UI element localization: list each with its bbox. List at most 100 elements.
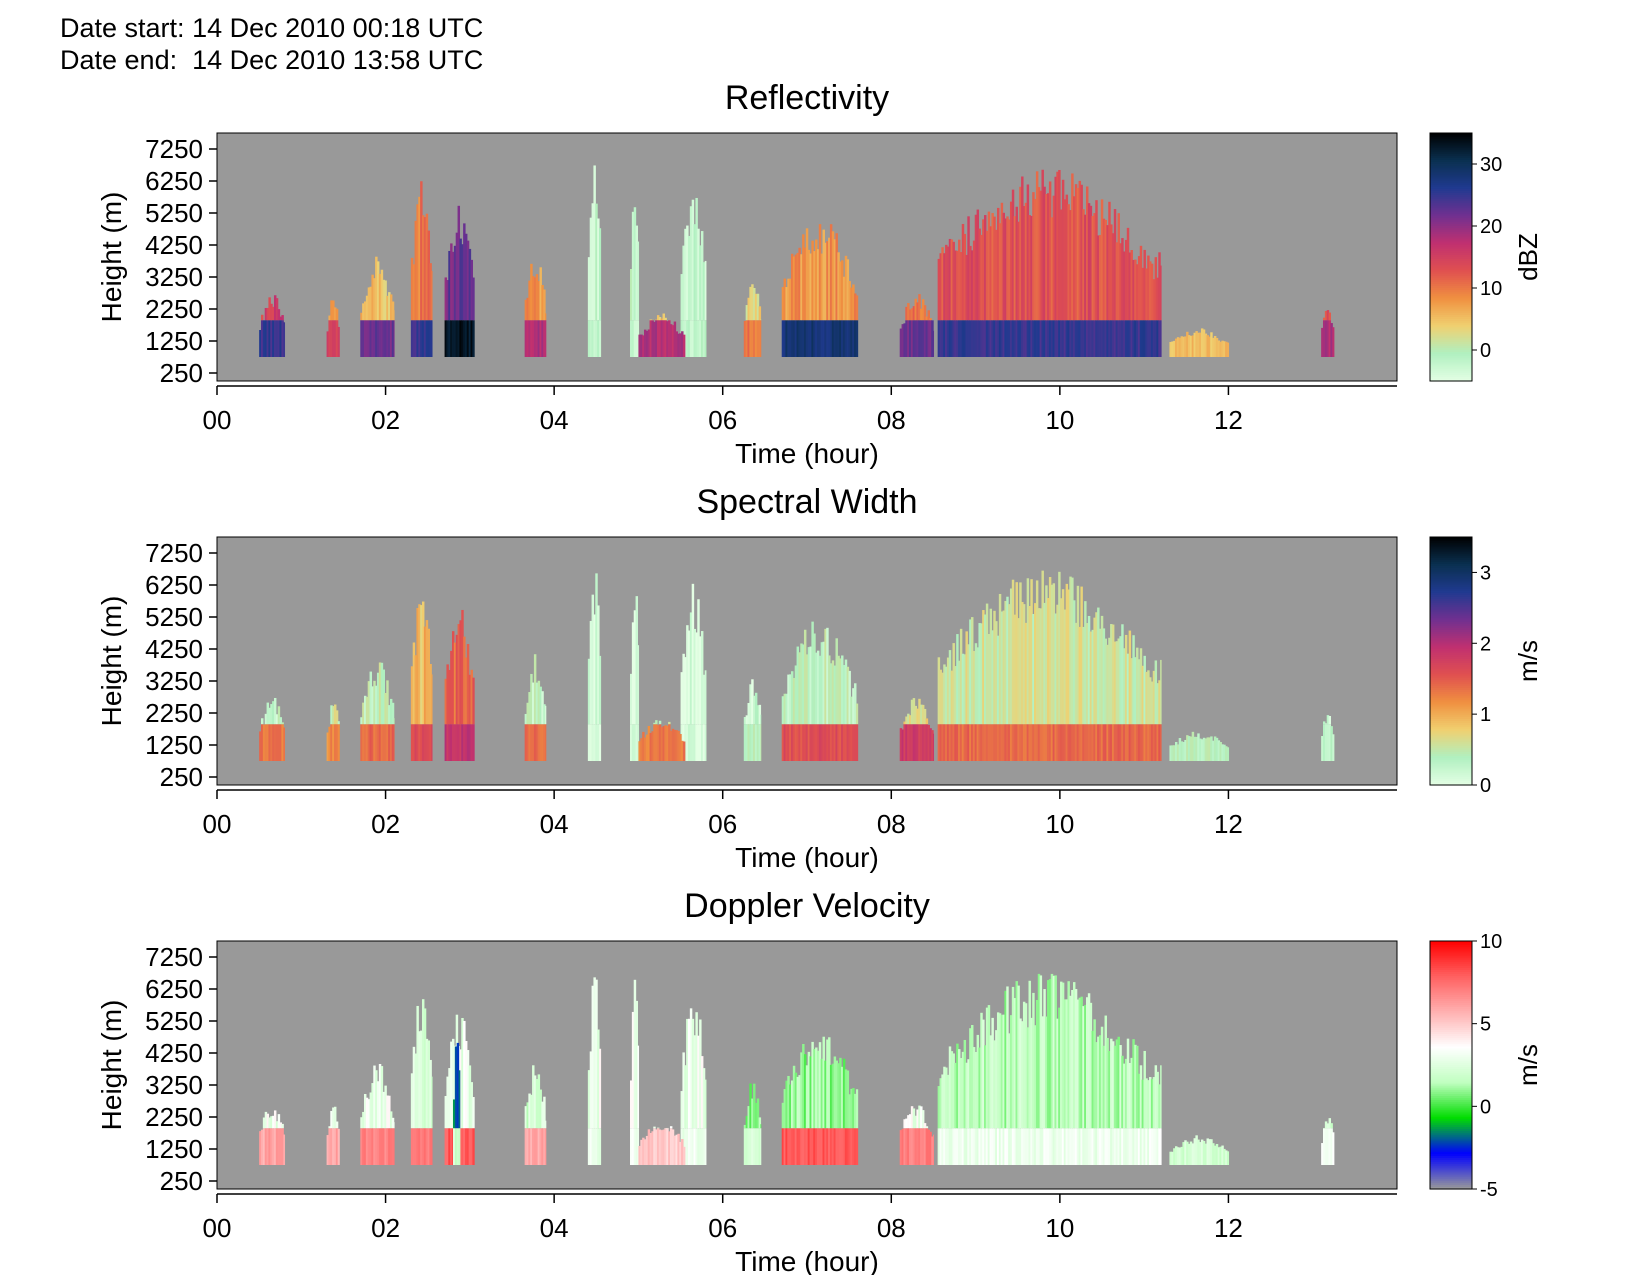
echo-ray [802, 320, 805, 357]
echo-ray [333, 307, 337, 321]
echo-ray [802, 1128, 805, 1165]
echo-ray [453, 1099, 456, 1129]
colorbar-step [1430, 739, 1472, 743]
echo-ray [1191, 1143, 1195, 1165]
echo-ray [929, 318, 932, 321]
echo-ray [974, 320, 978, 357]
echo-ray [1071, 577, 1074, 725]
colorbar-step [1430, 1098, 1472, 1101]
echo-ray [273, 1128, 277, 1165]
echo-ray [837, 1128, 840, 1165]
echo-ray [1187, 335, 1191, 357]
echo-ray [264, 724, 268, 761]
echo-ray [656, 725, 660, 761]
echo-ray [1063, 1128, 1067, 1165]
echo-ray [702, 320, 706, 357]
echo-ray [431, 1076, 433, 1129]
colorbar-step [1430, 252, 1472, 256]
echo-ray [1080, 320, 1083, 357]
echo-ray [687, 724, 691, 761]
echo-ray [699, 1019, 702, 1129]
echo-ray [1048, 577, 1052, 725]
echo-ray [1087, 203, 1091, 321]
echo-ray [386, 724, 389, 761]
echo-ray [1321, 735, 1324, 761]
echo-ray [754, 1102, 758, 1129]
echo-ray [984, 724, 987, 761]
colorbar-step [1430, 178, 1472, 182]
colorbar-step [1430, 135, 1472, 138]
echo-ray [637, 724, 640, 761]
echo-ray [1219, 341, 1222, 357]
echo-ray [262, 320, 266, 357]
echo-ray [1097, 235, 1100, 321]
echo-ray [1080, 1128, 1083, 1165]
echo-ray [920, 308, 923, 321]
echo-ray [260, 724, 264, 761]
echo-ray [996, 635, 1000, 725]
colorbar-step [1430, 1052, 1472, 1056]
echo-ray [1121, 320, 1124, 357]
echo-ray [1128, 320, 1132, 357]
colorbar-step [1430, 226, 1472, 229]
echo-ray [1208, 737, 1211, 761]
echo-ray [1076, 724, 1080, 761]
echo-ray [693, 224, 697, 321]
colorbar-step [1430, 714, 1472, 718]
colorbar-step [1430, 372, 1472, 376]
colorbar-step [1430, 704, 1472, 708]
echo-ray [1052, 195, 1056, 321]
echo-ray [591, 203, 595, 321]
echo-ray [1126, 227, 1130, 321]
colorbar-step [1430, 279, 1472, 283]
echo-ray [1078, 724, 1082, 761]
colorbar-step [1430, 572, 1472, 575]
echo-ray [1024, 202, 1028, 321]
echo-ray [1128, 1062, 1132, 1129]
echo-ray [905, 320, 908, 357]
echo-ray [1035, 580, 1039, 725]
echo-ray [453, 1128, 456, 1165]
echo-ray [530, 673, 533, 725]
echo-ray [958, 724, 961, 761]
colorbar-step [1430, 1100, 1472, 1103]
echo-ray [638, 741, 641, 761]
x-tick-label: 02 [371, 405, 400, 435]
colorbar-step [1430, 607, 1472, 610]
colorbar-step [1430, 325, 1472, 328]
echo-ray [1017, 985, 1020, 1129]
echo-ray [816, 724, 820, 761]
echo-ray [837, 252, 840, 321]
echo-ray [1100, 320, 1104, 357]
x-tick-label: 04 [540, 809, 569, 839]
colorbar-step [1430, 702, 1472, 705]
echo-ray [1009, 724, 1013, 761]
echo-ray [420, 605, 423, 725]
echo-ray [961, 724, 965, 761]
echo-ray [984, 1045, 987, 1129]
echo-ray [760, 724, 762, 761]
echo-ray [1225, 1150, 1228, 1165]
echo-ray [423, 724, 427, 761]
echo-ray [1124, 1058, 1128, 1129]
colorbar-step [1430, 296, 1472, 299]
echo-ray [828, 655, 831, 725]
echo-ray [472, 677, 475, 725]
colorbar-step [1430, 980, 1472, 983]
colorbar-step [1430, 650, 1472, 654]
echo-ray [389, 724, 393, 761]
colorbar-step [1430, 615, 1472, 619]
echo-ray [848, 1094, 851, 1129]
colorbar-step [1430, 277, 1472, 281]
y-tick-label: 250 [160, 762, 203, 792]
echo-ray [1054, 613, 1057, 725]
echo-ray [1215, 337, 1219, 357]
echo-ray [655, 1129, 658, 1165]
echo-ray [908, 715, 912, 725]
echo-ray [855, 1089, 859, 1129]
echo-ray [684, 1065, 687, 1129]
echo-ray [945, 1067, 948, 1129]
echo-ray [376, 320, 380, 357]
echo-ray [743, 1124, 747, 1129]
echo-ray [1000, 1128, 1004, 1165]
